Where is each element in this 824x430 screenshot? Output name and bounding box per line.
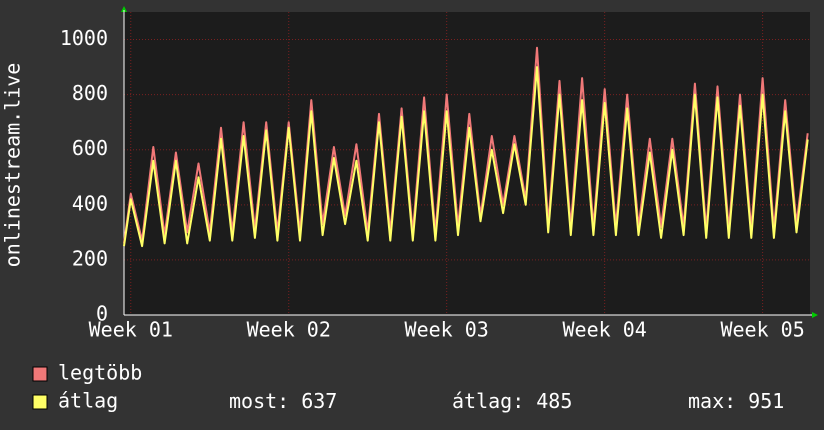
x-tick-label: Week 04 [563, 318, 647, 342]
stat: max: 951 [688, 389, 784, 413]
grid [123, 10, 812, 316]
plot-area [124, 12, 810, 315]
legend: legtöbb átlag most: 637 átlag: 485 max: 951 [32, 361, 784, 413]
axis-arrow [812, 312, 818, 318]
x-tick-label: Week 03 [405, 318, 489, 342]
legend-swatch [32, 366, 48, 382]
legend-label: legtöbb [58, 361, 142, 385]
series-line [123, 66, 809, 248]
stat: most: 637 [229, 389, 337, 413]
axis-arrow [121, 6, 127, 12]
y-tick-label: 1000 [60, 26, 108, 50]
x-tick-label: Week 05 [720, 318, 804, 342]
y-axis-label: onlinestream.live [1, 63, 25, 268]
y-tick-label: 600 [72, 136, 108, 160]
y-tick-label: 800 [72, 81, 108, 105]
y-tick-label: 200 [72, 246, 108, 270]
y-tick-label: 400 [72, 191, 108, 215]
stat-label: max: [688, 389, 736, 413]
legend-swatch [32, 394, 48, 410]
stat-value: 951 [748, 389, 784, 413]
legend-label: átlag [58, 389, 118, 413]
ticks: 0 200 400 600 800 1000 Week 01 Week 02 Week 03 We… [60, 26, 805, 341]
stat-value: 637 [301, 389, 337, 413]
y-tick-label: 0 [96, 302, 108, 326]
x-tick-label: Week 02 [247, 318, 331, 342]
stat-label: átlag: [452, 389, 524, 413]
x-tick-label: Week 01 [89, 318, 173, 342]
stat: átlag: 485 [452, 389, 572, 413]
lines [123, 46, 809, 248]
stat-label: most: [229, 389, 289, 413]
stat-value: 485 [536, 389, 572, 413]
